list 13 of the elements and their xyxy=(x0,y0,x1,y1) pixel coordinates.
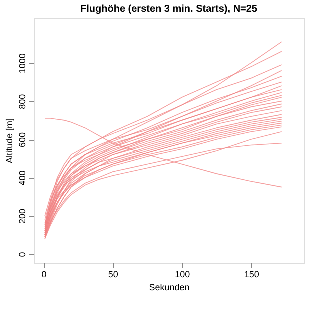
y-tick-label: 800 xyxy=(18,94,28,110)
chart-title: Flughöhe (ersten 3 min. Starts), N=25 xyxy=(80,4,258,15)
x-tick-label: 0 xyxy=(42,270,47,280)
y-tick-label: 1000 xyxy=(18,54,28,74)
x-tick-label: 50 xyxy=(108,270,118,280)
y-axis-title: Altitude [m] xyxy=(4,118,14,164)
x-tick-label: 150 xyxy=(244,270,260,280)
x-axis-title: Sekunden xyxy=(149,282,190,292)
y-tick-label: 600 xyxy=(18,132,28,148)
y-tick-label: 400 xyxy=(18,170,28,186)
y-tick-label: 0 xyxy=(18,252,28,258)
x-tick-label: 100 xyxy=(175,270,190,280)
y-tick-label: 200 xyxy=(18,208,28,224)
